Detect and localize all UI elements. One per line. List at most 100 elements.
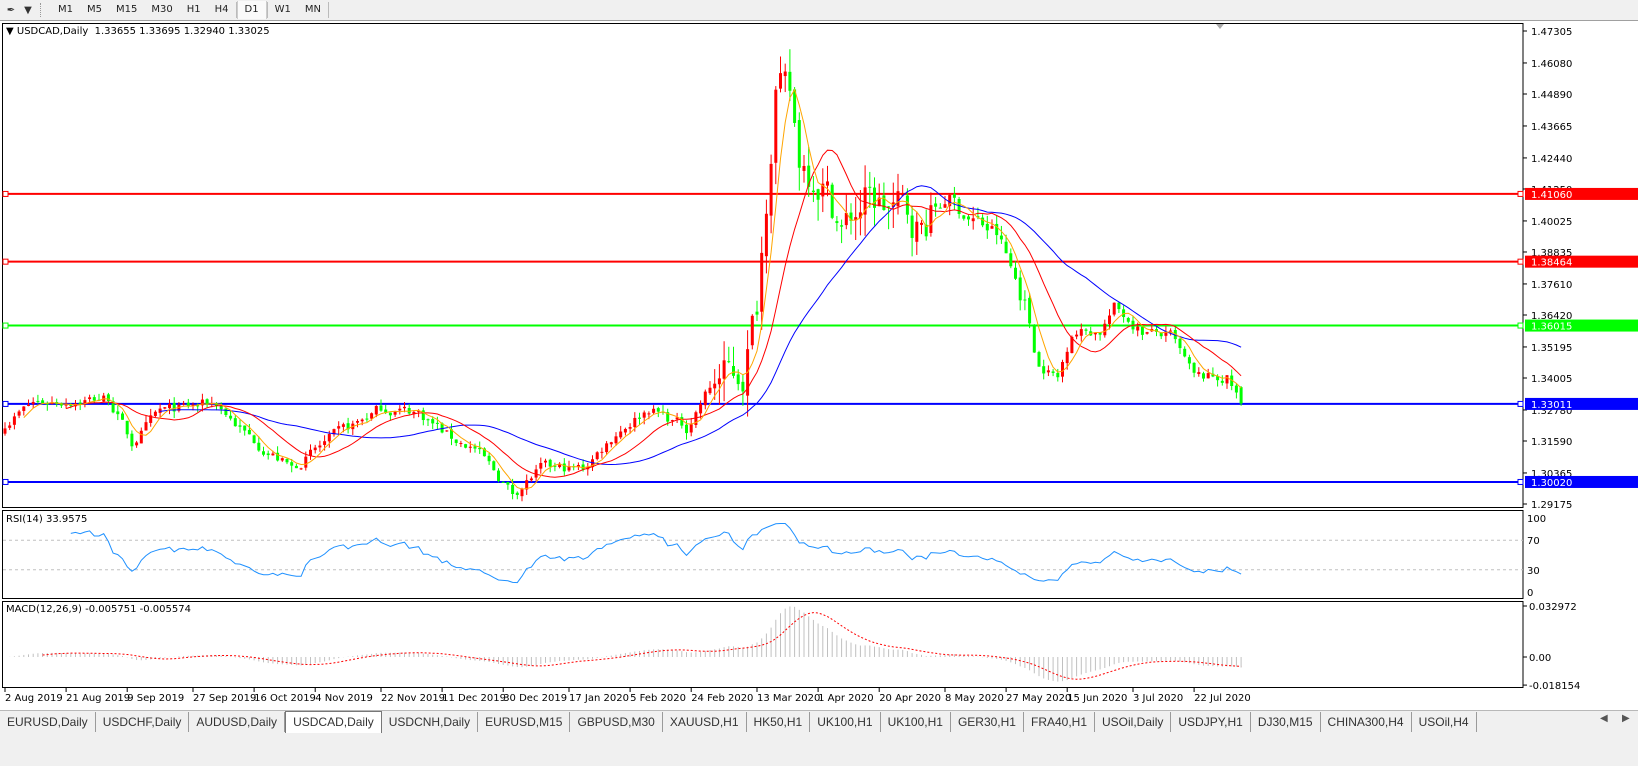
candle-body [600,451,604,453]
line-handle-right[interactable] [1517,190,1524,197]
candle-body [257,442,261,451]
price-axis-label: 1.42440 [1531,154,1572,165]
candle-body [802,165,806,171]
chart-canvas[interactable]: 1.473051.460801.448901.436651.424401.412… [0,21,1638,710]
line-handle-left[interactable] [2,190,9,197]
tab-usoil-daily[interactable]: USOil,Daily [1095,712,1172,732]
line-handle-right[interactable] [1517,400,1524,407]
macd-axis-label: 0.00 [1529,653,1551,664]
candle-body [924,224,928,237]
line-handle-left[interactable] [2,322,9,329]
date-axis-label: 16 Oct 2019 [254,693,316,704]
tab-hk50-h1[interactable]: HK50,H1 [747,712,811,732]
candle-body [309,449,312,456]
tab-china300-h4[interactable]: CHINA300,H4 [1321,712,1412,732]
candle-body [196,405,200,407]
timeframe-h1[interactable]: H1 [186,4,201,15]
price-axis-label: 1.44890 [1531,90,1572,101]
rsi-panel-frame [2,510,1524,599]
candle-body [1211,373,1215,377]
tab-dj30-m15[interactable]: DJ30,M15 [1251,712,1321,732]
candle-body [144,422,148,431]
candle-body [666,412,670,422]
timeframe-mn[interactable]: MN [304,4,321,15]
candle-body [1202,373,1205,379]
timeframe-m5[interactable]: M5 [87,4,102,15]
candle-body [670,420,674,422]
timeframe-h4[interactable]: H4 [214,4,229,15]
chart-shift-marker-icon[interactable] [1216,24,1224,29]
candle-body [633,417,637,428]
candle-body [1169,330,1173,332]
candle-body [1004,241,1008,254]
tab-gbpusd-m30[interactable]: GBPUSD,M30 [570,712,663,732]
price-axis-label: 1.34005 [1531,374,1572,385]
candle-body [779,73,782,89]
candle-body [130,433,134,447]
candle-body [905,195,909,215]
candle-body [41,400,45,404]
date-axis-label: 5 Feb 2020 [630,693,686,704]
price-axis-label: 1.31590 [1531,437,1572,448]
chevron-down-icon[interactable]: ▼ [24,4,32,16]
candle-body [276,452,280,461]
candle-body [501,481,505,483]
line-handle-left[interactable] [2,400,9,407]
timeframe-m1[interactable]: M1 [58,4,73,15]
rsi-axis-label: 70 [1527,536,1540,547]
candle-body [313,447,317,451]
tab-fra40-h1[interactable]: FRA40,H1 [1024,712,1096,732]
timeframe-d1[interactable]: D1 [236,1,267,19]
candle-body [638,417,641,419]
tab-eurusd-daily[interactable]: EURUSD,Daily [0,712,96,732]
main-panel-frame [2,23,1524,508]
tab-usdcnh-daily[interactable]: USDCNH,Daily [382,712,479,732]
tab-usoil-h4[interactable]: USOil,H4 [1412,712,1477,732]
tab-audusd-daily[interactable]: AUDUSD,Daily [189,712,286,732]
toolbar-grip[interactable] [40,3,47,17]
date-axis-label: 15 Jun 2020 [1067,693,1127,704]
date-axis-label: 20 Apr 2020 [879,693,941,704]
candle-body [901,194,905,196]
tab-uk100-h1[interactable]: UK100,H1 [810,712,881,732]
price-line-label-bg [1525,255,1638,268]
tab-scroll-left-icon[interactable]: ◀ [1600,713,1608,724]
candle-body [290,462,294,466]
tab-ger30-h1[interactable]: GER30,H1 [951,712,1024,732]
candle-body [219,405,223,410]
candle-body [741,381,745,392]
candle-body [952,194,956,198]
candle-body [755,311,759,315]
candle-body [605,443,609,453]
candle-body [1098,332,1102,335]
candle-body [1046,370,1050,373]
tab-usdchf-daily[interactable]: USDCHF,Daily [96,712,190,732]
line-handle-right[interactable] [1517,478,1524,485]
line-tool-icon[interactable]: ✒ [6,4,16,16]
timeframe-m30[interactable]: M30 [151,4,173,15]
tab-scroll-right-icon[interactable]: ▶ [1622,713,1630,724]
candle-body [868,186,872,188]
line-handle-left[interactable] [2,258,9,265]
tab-uk100-h1[interactable]: UK100,H1 [881,712,951,732]
candle-body [506,482,510,485]
line-handle-right[interactable] [1517,322,1524,329]
tab-xauusd-h1[interactable]: XAUUSD,H1 [663,712,747,732]
candle-body [280,458,284,461]
candle-body [760,252,764,312]
line-handle-left[interactable] [2,478,9,485]
candle-body [614,436,618,444]
tab-eurusd-m15[interactable]: EURUSD,M15 [478,712,571,732]
candle-body [619,431,623,438]
candle-body [121,413,124,420]
timeframe-w1[interactable]: W1 [274,4,291,15]
candle-body [675,417,679,420]
collapse-triangle-icon[interactable]: ▼ [6,26,14,37]
date-axis-label: 27 Sep 2019 [193,693,256,704]
tab-usdjpy-h1[interactable]: USDJPY,H1 [1171,712,1251,732]
candle-body [971,218,975,222]
line-handle-right[interactable] [1517,258,1524,265]
candle-body [417,410,421,412]
timeframe-m15[interactable]: M15 [116,4,138,15]
tab-usdcad-daily[interactable]: USDCAD,Daily [285,711,382,733]
